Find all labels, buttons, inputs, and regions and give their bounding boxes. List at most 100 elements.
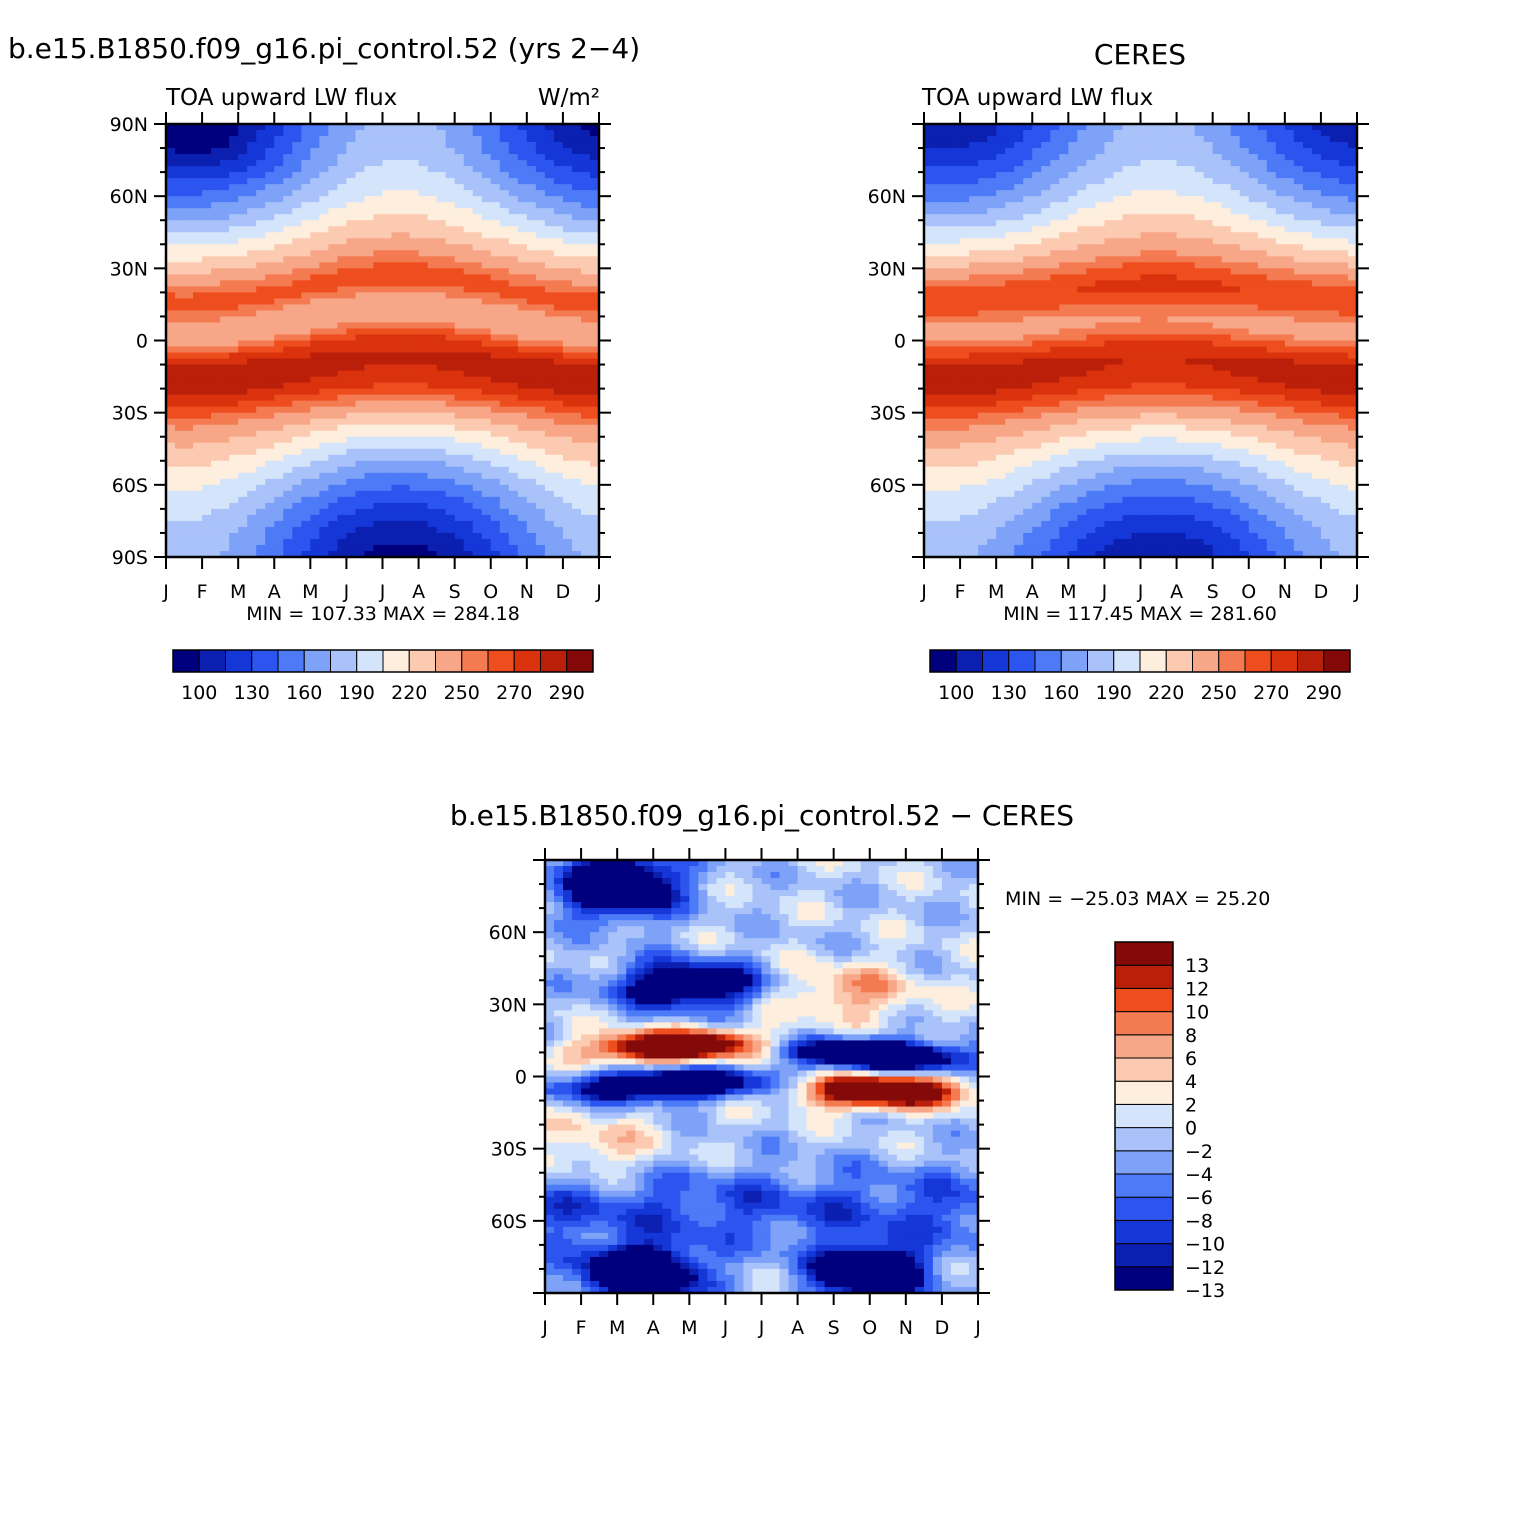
ceres-cell [1204,166,1214,173]
model-cell [265,190,275,197]
ceres-cell [924,202,934,209]
model-cell [175,515,185,522]
model-cell [383,401,393,408]
model-cell [247,437,257,444]
model-cell [491,316,501,323]
ceres-cell [1168,196,1178,203]
model-cell [437,226,447,233]
ceres-cell [1050,220,1060,227]
model-cell [410,142,420,149]
model-cell [545,226,555,233]
model-cell [283,515,293,522]
model-cell [563,250,573,257]
model-cell [410,196,420,203]
model-cell [536,190,546,197]
model-cell [392,250,402,257]
ceres-cell [1077,286,1087,293]
model-cell [211,202,221,209]
model-cell [184,533,194,540]
ceres-cell [1177,286,1187,293]
model-cell [527,328,537,335]
model-cell [346,130,356,137]
ceres-cell [1131,226,1141,233]
model-cell [536,395,546,402]
model-cell [373,347,383,354]
model-cell [527,449,537,456]
model-cell [238,497,248,504]
model-cell [464,256,474,263]
model-cell [437,347,447,354]
model-cell [238,310,248,317]
model-cell [500,304,510,311]
model-cell [202,196,212,203]
model-cell [211,431,221,438]
model-cell [482,473,492,480]
model-cell [184,527,194,534]
model-cell [346,395,356,402]
ceres-cell [1258,166,1268,173]
model-cell [301,334,311,341]
ceres-cell [1303,142,1313,149]
model-cell [410,262,420,269]
model-cell [247,527,257,534]
model-cell [328,371,338,378]
model-cell [274,154,284,161]
model-cell [464,407,474,414]
model-cell [265,461,275,468]
model-cell [491,509,501,516]
model-cell [482,437,492,444]
model-cell [446,184,456,191]
ceres-cell [1222,130,1232,137]
ceres-cell [1267,268,1277,275]
ceres-cell [1113,286,1123,293]
model-cell [292,178,302,185]
model-cell [509,521,519,528]
model-cell [527,431,537,438]
model-cell [175,310,185,317]
ceres-cell [1041,220,1051,227]
model-cell [256,172,266,179]
model-cell [383,178,393,185]
model-cell [193,377,203,384]
model-cell [355,316,365,323]
model-cell [428,437,438,444]
model-cell [455,322,465,329]
model-cell [572,389,582,396]
model-cell [581,262,591,269]
ceres-cell [1141,202,1151,209]
model-cell [238,443,248,450]
model-cell [274,389,284,396]
model-cell [238,334,248,341]
ceres-cell [996,130,1006,137]
model-cell [373,383,383,390]
model-cell [446,407,456,414]
ceres-cell [1249,268,1259,275]
model-cell [283,407,293,414]
ceres-cell [1159,136,1169,143]
model-cell [220,545,230,552]
ceres-cell [1068,154,1078,161]
model-cell [383,166,393,173]
model-cell [247,148,257,155]
model-cell [328,383,338,390]
model-cell [581,298,591,305]
model-cell [373,533,383,540]
model-cell [337,262,347,269]
model-cell [563,268,573,275]
ceres-cell [1294,190,1304,197]
ceres-cell [1204,250,1214,257]
model-cell [211,359,221,366]
model-cell [392,365,402,372]
ceres-cell [1014,166,1024,173]
model-cell [419,244,429,251]
model-cell [220,479,230,486]
model-cell [337,485,347,492]
model-cell [211,419,221,426]
model-cell [518,166,528,173]
model-cell [193,419,203,426]
model-cell [319,533,329,540]
y-tick-label: 90N [110,114,148,136]
model-cell [509,515,519,522]
ceres-cell [1141,226,1151,233]
model-cell [175,208,185,215]
